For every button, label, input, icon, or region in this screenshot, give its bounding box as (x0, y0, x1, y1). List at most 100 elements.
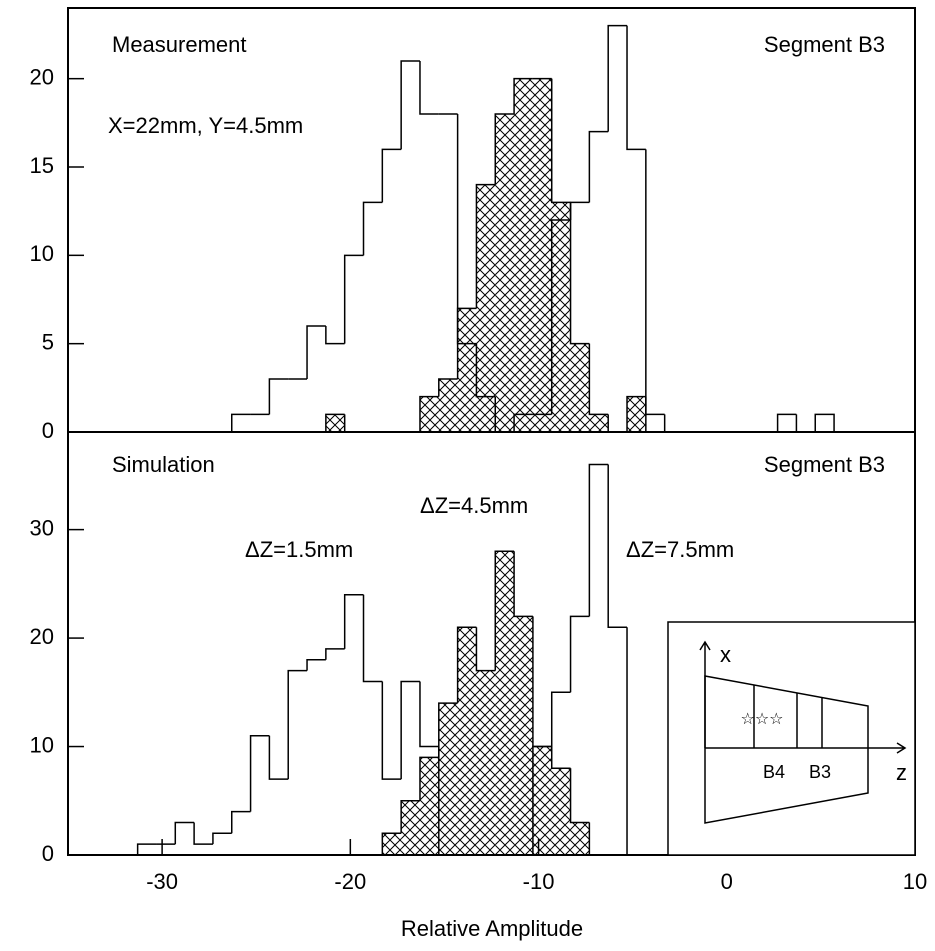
bar-outline (569, 202, 590, 345)
bar-outline (663, 414, 684, 433)
bar-outline (513, 413, 533, 432)
bar-outline (513, 77, 533, 114)
bar (532, 746, 552, 855)
annotation: X=22mm, Y=4.5mm (108, 113, 303, 138)
bar-outline (569, 768, 590, 824)
bar-outline (494, 550, 515, 671)
bar-outline (231, 413, 251, 432)
bar-outline (343, 414, 364, 433)
y-tick-label: 0 (42, 841, 54, 866)
annotation: ΔZ=4.5mm (420, 493, 528, 518)
bar-outline (419, 395, 439, 432)
bar-outline (475, 343, 496, 398)
bar-outline (588, 343, 609, 416)
bar-outline (776, 413, 797, 432)
bar-outline (645, 149, 665, 416)
bar-outline (456, 114, 477, 345)
inset-label: B3 (809, 762, 831, 782)
bar-outline (607, 24, 628, 132)
bar-outline (400, 60, 420, 150)
inset: ☆☆☆ x z B4 B3 (667, 621, 916, 856)
bar-outline (343, 593, 364, 649)
y-tick-label: 10 (30, 241, 54, 266)
bar (382, 833, 402, 855)
inset-label: x (720, 642, 731, 667)
bar (495, 114, 515, 432)
bar-outline (795, 414, 816, 433)
bar (476, 670, 496, 855)
bar (325, 414, 345, 432)
bar-outline (550, 219, 571, 415)
bar-outline (607, 414, 628, 433)
x-tick-label: 0 (721, 869, 733, 894)
x-tick-label: -10 (523, 869, 555, 894)
x-axis-label: Relative Amplitude (401, 916, 583, 941)
bar-outline (268, 378, 289, 415)
bar-outline (532, 745, 552, 855)
bar-outline (513, 551, 533, 618)
bar (457, 627, 477, 855)
bar-outline (607, 464, 628, 628)
bar-outline (174, 821, 195, 845)
y-tick-label: 15 (30, 153, 54, 178)
bar (495, 551, 515, 855)
bar-outline (532, 616, 552, 748)
bar (627, 396, 646, 432)
bar-outline (268, 735, 289, 780)
y-tick-label: 20 (30, 64, 54, 89)
annotation: Segment B3 (764, 32, 885, 57)
bar (419, 396, 439, 432)
bar-outline (419, 61, 439, 115)
bar-outline (136, 843, 157, 855)
bar (570, 343, 590, 432)
bar-outline (550, 746, 571, 769)
bar-outline (588, 130, 609, 203)
bar-outline (362, 594, 383, 683)
bar-outline (438, 378, 458, 397)
bar-outline (212, 832, 232, 845)
inset-label: B4 (763, 762, 785, 782)
annotation: ΔZ=1.5mm (245, 537, 353, 562)
bar (457, 308, 477, 432)
bar-outline (550, 691, 571, 747)
bar-outline (306, 325, 326, 379)
y-tick-label: 30 (30, 515, 54, 540)
bar-outline (569, 615, 590, 693)
bar-outline (419, 681, 439, 748)
bar-outline (569, 201, 590, 220)
bar-outline (475, 183, 496, 309)
annotation: Simulation (112, 452, 215, 477)
bar-outline (231, 810, 251, 834)
axis-arrows (699, 640, 907, 754)
bar (419, 757, 439, 855)
bar-outline (306, 659, 326, 671)
bar (401, 800, 420, 855)
annotation: Segment B3 (764, 452, 885, 477)
segment-outline (704, 675, 869, 824)
star: ☆☆☆ (740, 711, 783, 728)
y-tick-label: 10 (30, 732, 54, 757)
y-tick-label: 5 (42, 329, 54, 354)
bar-outline (249, 734, 270, 812)
bar-outline (325, 413, 345, 432)
x-tick-label: -30 (146, 869, 178, 894)
bar-outline (325, 326, 345, 345)
bar-outline (814, 413, 835, 432)
bar-outline (400, 800, 420, 834)
bar (438, 379, 458, 432)
bar (514, 78, 533, 433)
bar-outline (381, 681, 402, 780)
bar (589, 414, 609, 432)
bar (570, 822, 590, 855)
bar (551, 202, 571, 432)
bar-outline (626, 395, 646, 432)
bar-outline (494, 113, 515, 185)
y-tick-label: 0 (42, 418, 54, 443)
x-tick-label: -20 (334, 869, 366, 894)
bar-outline (456, 626, 477, 704)
bar-outline (626, 627, 646, 856)
bar-outline (287, 669, 308, 780)
bar (438, 703, 458, 855)
bar-outline (419, 756, 439, 801)
